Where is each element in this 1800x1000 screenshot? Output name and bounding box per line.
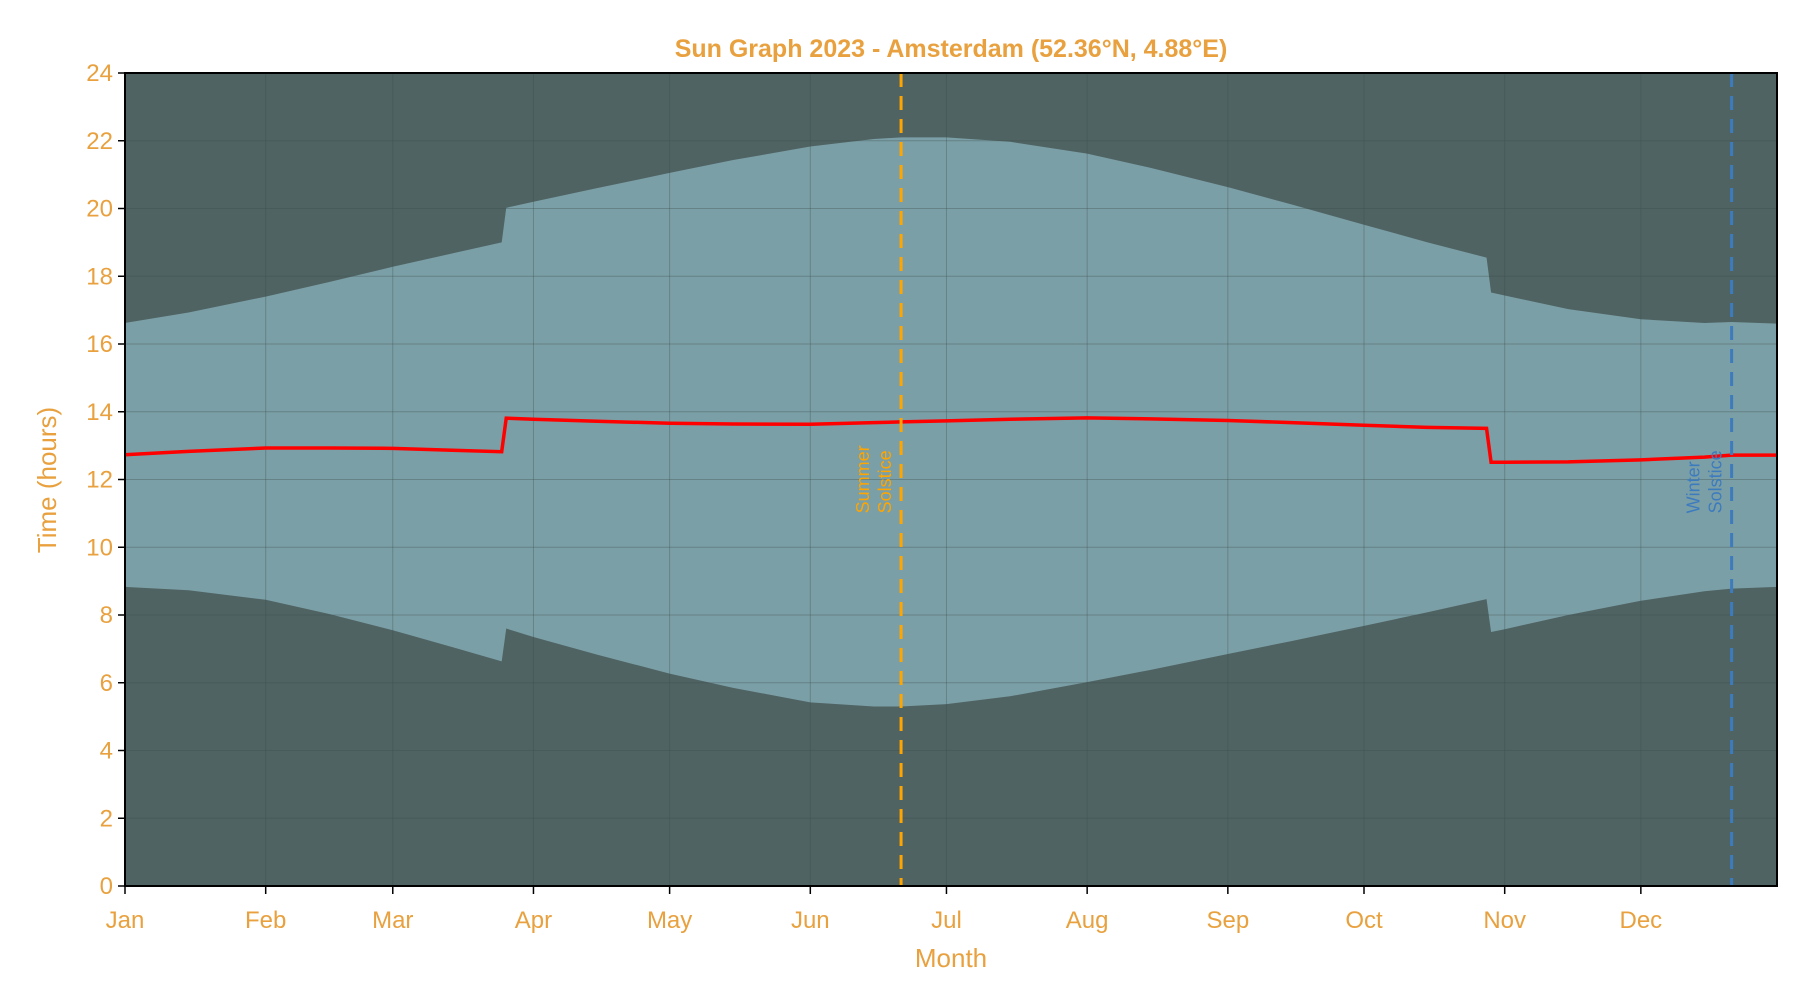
solstice-label: Solstice <box>1706 450 1726 513</box>
plot-area: Summer Solstice Winter Solstice024681012141… <box>86 60 1778 934</box>
y-tick-label: 18 <box>86 263 113 290</box>
y-tick-label: 4 <box>100 738 113 765</box>
x-tick-label: May <box>647 907 692 934</box>
y-tick-label: 2 <box>100 805 113 832</box>
y-tick-label: 20 <box>86 196 113 223</box>
y-tick-label: 22 <box>86 128 113 155</box>
y-tick-label: 14 <box>86 399 113 426</box>
y-tick-label: 6 <box>100 670 113 697</box>
x-tick-label: Jun <box>791 907 830 934</box>
y-tick-label: 16 <box>86 331 113 358</box>
x-tick-label: Feb <box>245 907 286 934</box>
solstice-label: Summer <box>853 445 873 513</box>
x-tick-label: Aug <box>1066 907 1109 934</box>
x-tick-label: Jul <box>931 907 962 934</box>
x-tick-label: Mar <box>372 907 413 934</box>
x-tick-label: Dec <box>1620 907 1663 934</box>
x-tick-label: Apr <box>515 907 552 934</box>
chart-title: Sun Graph 2023 - Amsterdam (52.36°N, 4.8… <box>675 35 1228 63</box>
solstice-label: Solstice <box>875 450 895 513</box>
midday-line <box>124 416 1777 464</box>
y-tick-label: 8 <box>100 602 113 629</box>
x-tick-label: Sep <box>1206 907 1249 934</box>
y-tick-label: 0 <box>100 873 113 900</box>
y-tick-label: 10 <box>86 534 113 561</box>
y-tick-label: 24 <box>86 60 113 87</box>
x-tick-label: Nov <box>1483 907 1526 934</box>
x-tick-label: Jan <box>106 907 145 934</box>
x-tick-label: Oct <box>1345 907 1383 934</box>
x-axis-label: Month <box>915 943 987 973</box>
solstice-label: Winter <box>1684 461 1704 513</box>
y-axis-label: Time (hours) <box>32 407 62 553</box>
y-tick-label: 12 <box>86 467 113 494</box>
